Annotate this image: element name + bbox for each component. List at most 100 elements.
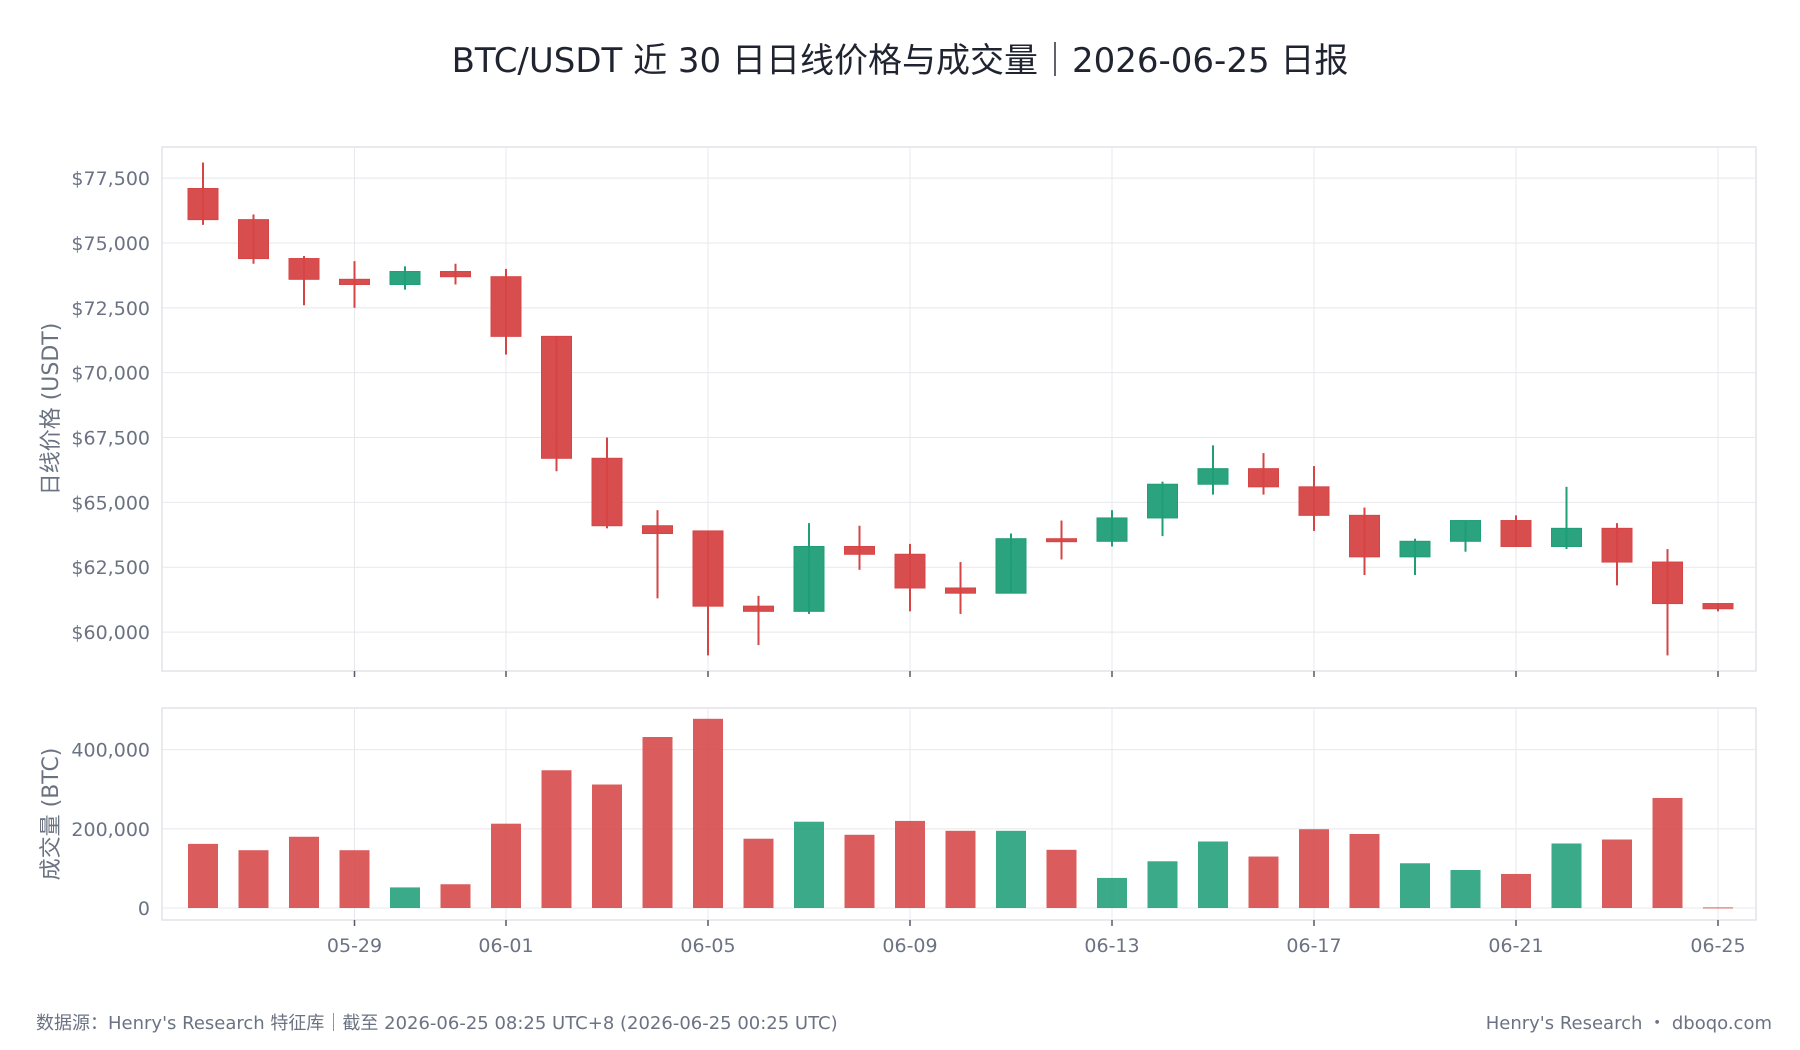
candle xyxy=(1702,603,1734,612)
volume-y-ticks: 0 200,000 400,000 xyxy=(71,740,150,920)
candle xyxy=(945,562,976,614)
volume-bar xyxy=(996,830,1026,908)
x-tick-label: 05-29 xyxy=(327,935,382,957)
volume-bar xyxy=(390,887,420,908)
candle-body xyxy=(1450,520,1481,542)
candle-body xyxy=(339,278,370,285)
volume-bar xyxy=(844,834,875,908)
price-y-tick-label: $62,500 xyxy=(71,557,150,579)
volume-bar xyxy=(238,850,269,908)
candle xyxy=(1399,538,1431,576)
candle xyxy=(591,437,623,529)
candle-body xyxy=(389,271,421,285)
x-tick-label: 06-09 xyxy=(882,935,937,957)
candle xyxy=(642,510,673,599)
candle-body xyxy=(288,258,320,280)
candle-body xyxy=(1248,468,1279,488)
price-y-tick-label: $77,500 xyxy=(71,168,150,190)
candle-body xyxy=(1551,527,1582,547)
candle-body xyxy=(1601,527,1633,563)
x-tick-label: 06-21 xyxy=(1488,935,1543,957)
price-panel-frame xyxy=(161,146,1757,672)
x-tick-label: 06-17 xyxy=(1286,935,1341,957)
volume-bar xyxy=(592,784,622,908)
candle xyxy=(995,533,1027,594)
volume-panel: 0 200,000 400,000 05-29 06-01 06-05 06-09 06-1… xyxy=(39,707,1757,957)
price-grid xyxy=(162,147,1756,671)
candle xyxy=(339,261,370,308)
candle xyxy=(1298,466,1330,531)
candle xyxy=(1096,510,1128,547)
volume-bar xyxy=(541,770,572,908)
volume-bar xyxy=(1349,833,1380,908)
volume-bar xyxy=(1551,843,1582,908)
candle xyxy=(1248,453,1279,495)
candle xyxy=(389,266,421,290)
price-y-tick-label: $72,500 xyxy=(71,298,150,320)
volume-panel-frame xyxy=(161,707,1757,921)
volume-bars xyxy=(188,718,1733,909)
candle-body xyxy=(894,553,926,589)
candle xyxy=(1197,445,1229,495)
candle xyxy=(894,543,926,612)
candle-body xyxy=(1500,520,1532,547)
price-y-ticks: $60,000 $62,500 $65,000 $67,500 $70,000 $72,5… xyxy=(71,168,150,644)
footer-brand: Henry's Research ・ dboqo.com xyxy=(1486,1013,1772,1034)
candle xyxy=(1601,523,1633,586)
candle-body xyxy=(945,587,976,594)
x-tick-label: 06-25 xyxy=(1690,935,1745,957)
candle xyxy=(1500,515,1532,547)
candle xyxy=(1652,549,1683,656)
candle xyxy=(1147,481,1178,537)
x-tick-label: 06-05 xyxy=(680,935,735,957)
volume-bar xyxy=(1097,877,1127,908)
price-y-tick-label: $60,000 xyxy=(71,622,150,644)
candle-body xyxy=(1096,517,1128,542)
price-x-tick-marks xyxy=(353,671,1719,677)
x-axis-ticks: 05-29 06-01 06-05 06-09 06-13 06-17 06-21 06-25 xyxy=(327,920,1746,957)
candle xyxy=(1551,486,1582,550)
footer-source: 数据源：Henry's Research 特征库｜截至 2026-06-25 0… xyxy=(36,1013,838,1034)
candle xyxy=(288,255,320,306)
price-y-tick-label: $65,000 xyxy=(71,492,150,514)
candle-body xyxy=(490,276,522,337)
price-y-tick-label: $70,000 xyxy=(71,363,150,385)
volume-y-tick-label: 200,000 xyxy=(71,819,150,841)
candle xyxy=(793,523,825,614)
volume-bar xyxy=(1046,849,1077,908)
volume-bar xyxy=(289,836,319,908)
volume-bar xyxy=(1400,863,1430,908)
candle-body xyxy=(440,271,471,278)
volume-bar xyxy=(794,821,824,908)
candle xyxy=(541,335,572,472)
candle xyxy=(440,263,471,285)
price-y-axis-title: 日线价格 (USDT) xyxy=(39,323,64,496)
candle-body xyxy=(793,545,825,612)
candle-body xyxy=(541,335,572,459)
candle xyxy=(1046,520,1077,560)
volume-bar xyxy=(440,884,471,908)
candle-body xyxy=(692,530,724,607)
candle-body xyxy=(1702,603,1734,610)
candle-body xyxy=(1349,514,1380,558)
volume-y-tick-label: 400,000 xyxy=(71,740,150,762)
candle xyxy=(692,530,724,656)
candle-body xyxy=(187,188,219,221)
candle-body xyxy=(743,605,774,612)
volume-bar xyxy=(188,843,218,908)
candle xyxy=(743,595,774,646)
candle xyxy=(844,525,875,570)
volume-bar xyxy=(1248,856,1279,908)
chart-title: BTC/USDT 近 30 日日线价格与成交量｜2026-06-25 日报 xyxy=(452,41,1349,81)
candle-body xyxy=(591,457,623,527)
volume-bar xyxy=(693,718,723,908)
candle-body xyxy=(1197,468,1229,485)
volume-bar xyxy=(1703,907,1733,909)
candle-body xyxy=(642,525,673,535)
candle-body xyxy=(1147,483,1178,519)
volume-bar xyxy=(743,838,774,908)
price-y-tick-label: $75,000 xyxy=(71,233,150,255)
x-tick-label: 06-13 xyxy=(1084,935,1139,957)
candle xyxy=(1349,507,1380,576)
